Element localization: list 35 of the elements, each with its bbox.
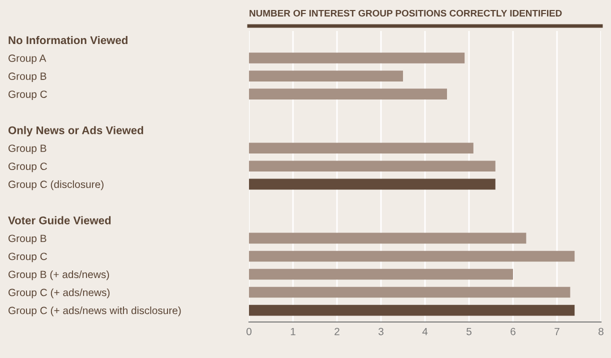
y-tick-label: No Information Viewed: [8, 36, 128, 44]
x-tick-label: 5: [466, 328, 472, 336]
bar: [249, 142, 474, 154]
x-tick-label: 0: [246, 328, 252, 336]
y-tick-label: Only News or Ads Viewed: [8, 126, 144, 136]
chart-title: NUMBER OF INTEREST GROUP POSITIONS CORRECTLY IDENTIFIED: [250, 10, 562, 17]
bar: [249, 268, 513, 280]
bar: [249, 52, 465, 64]
y-tick-label: Group B: [8, 234, 46, 244]
bar: [249, 304, 575, 316]
x-tick-label: 7: [554, 328, 560, 336]
y-tick-label: Group B: [8, 144, 46, 154]
y-tick-label: Group C: [8, 90, 47, 100]
x-tick-label: 6: [510, 328, 516, 336]
bar: [249, 160, 496, 172]
y-tick-label: Group B: [8, 72, 46, 82]
y-tick-label: Group C: [8, 252, 47, 262]
bar: [249, 232, 526, 244]
bar: [249, 70, 403, 82]
x-tick-label: 3: [378, 328, 384, 336]
bar: [249, 286, 570, 298]
y-tick-label: Group C (disclosure): [8, 180, 104, 190]
y-tick-label: Group B (+ ads/news): [8, 270, 109, 280]
y-tick-label: Group C (+ ads/news): [8, 288, 110, 298]
y-tick-label: Group C (+ ads/news with disclosure): [8, 306, 181, 316]
y-tick-label: Group C: [8, 162, 47, 172]
x-tick-label: 8: [598, 328, 604, 336]
x-tick-label: 2: [334, 328, 340, 336]
bar: [249, 88, 447, 100]
x-tick-label: 1: [290, 328, 296, 336]
y-tick-label: Group A: [8, 54, 46, 64]
y-tick-label: Voter Guide Viewed: [8, 216, 111, 224]
x-tick-label: 4: [422, 328, 428, 336]
bar: [249, 178, 496, 190]
bar: [249, 250, 575, 262]
